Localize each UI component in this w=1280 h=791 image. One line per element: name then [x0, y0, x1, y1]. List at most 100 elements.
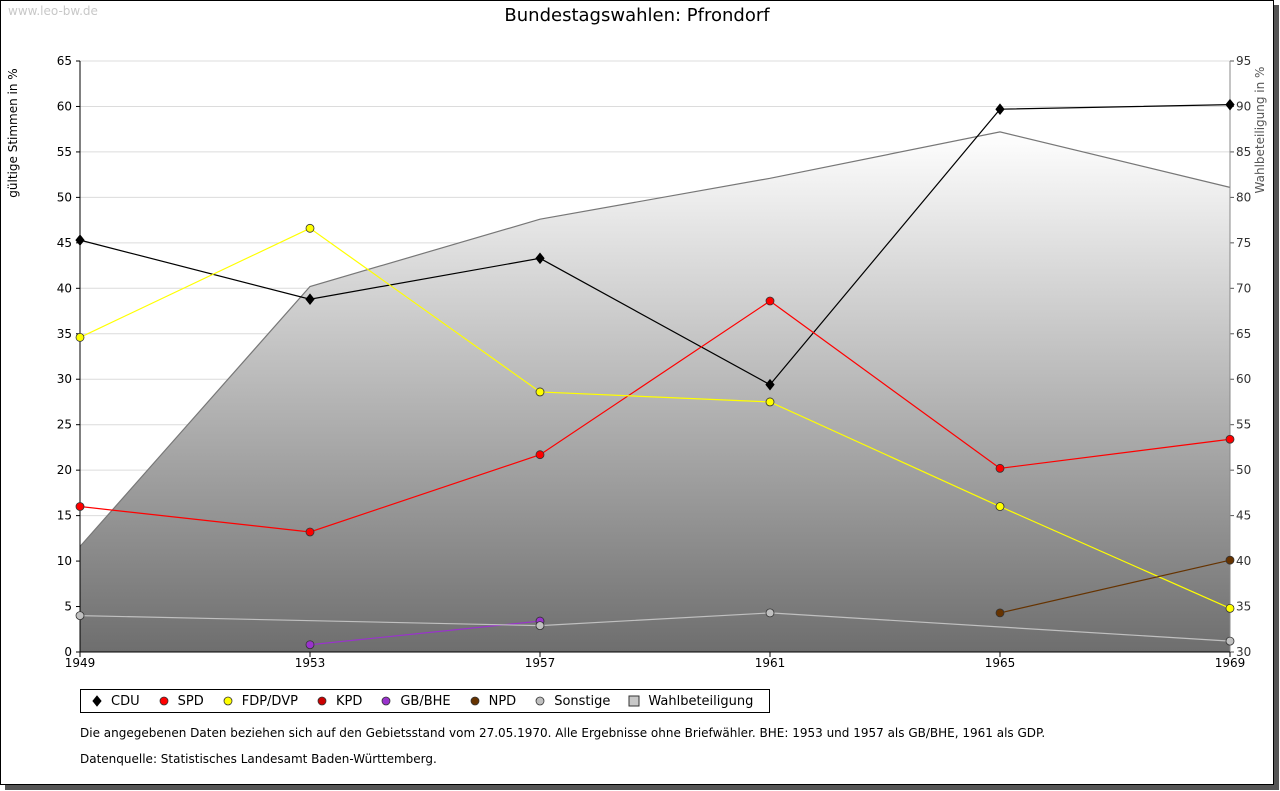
data-point: [535, 252, 545, 265]
legend: CDU SPD FDP/DVP KPD GB/BHE NPD Sonstige Wahlbet…: [80, 689, 771, 713]
x-tick-label: 1965: [985, 656, 1016, 670]
legend-label: NPD: [488, 693, 517, 709]
y-tick-label: 10: [57, 554, 72, 568]
y-tick-label: 55: [57, 145, 72, 159]
y-right-tick-label: 55: [1236, 418, 1251, 432]
footnote-note: Die angegebenen Daten beziehen sich auf …: [80, 726, 1046, 740]
legend-label: SPD: [177, 693, 204, 709]
y-right-tick-label: 75: [1236, 236, 1251, 250]
data-point: [1225, 603, 1235, 613]
x-tick-label: 1949: [65, 656, 96, 670]
data-point: [995, 608, 1005, 618]
series-line-cdu: [79, 104, 1231, 386]
y-tick-label: 50: [57, 190, 72, 204]
axes: 0 5 10 15 20 25 30 35 40 45 50 55 60 65 30 35 40 45 50 55 60…: [57, 54, 1252, 670]
series-line-sonstige: [79, 612, 1231, 642]
chart-title: Bundestagswahlen: Pfrondorf: [504, 5, 770, 26]
legend-item: Sonstige: [534, 694, 610, 709]
series-lines: [75, 98, 1235, 650]
legend-item: KPD: [316, 694, 362, 709]
data-point: [765, 608, 775, 618]
legend-marker-shape: [159, 696, 169, 706]
data-point: [1225, 555, 1235, 565]
y-right-tick-label: 90: [1236, 99, 1251, 113]
legend-item: NPD: [469, 693, 517, 709]
legend-marker: [470, 696, 480, 706]
legend-marker-shape: [92, 695, 102, 707]
watermark: www.leo-bw.de: [8, 4, 98, 18]
data-point: [305, 223, 315, 233]
series-line-npd: [999, 559, 1231, 614]
legend-marker: [535, 696, 545, 706]
y-tick-label: 45: [57, 236, 72, 250]
series-line-spd: [79, 300, 1231, 533]
series-line-fdpdvp: [79, 227, 1231, 609]
x-tick-label: 1957: [525, 656, 556, 670]
data-point: [535, 387, 545, 397]
y-tick-label: 5: [64, 600, 72, 614]
y-tick-label: 25: [57, 418, 72, 432]
legend-label: GB/BHE: [400, 693, 451, 709]
x-tick-label: 1961: [755, 656, 786, 670]
data-point: [535, 621, 545, 631]
data-point: [995, 463, 1005, 473]
data-point: [535, 450, 545, 460]
y-right-tick-label: 60: [1236, 372, 1251, 386]
data-point: [765, 378, 775, 391]
y-tick-label: 15: [57, 509, 72, 523]
legend-label: Sonstige: [554, 693, 611, 709]
data-point: [305, 527, 315, 537]
data-point: [305, 640, 315, 650]
data-point: [75, 611, 85, 621]
legend-marker-shape: [317, 696, 327, 706]
turnout-area-fill: [80, 131, 1230, 653]
turnout-area-line: [79, 131, 1231, 547]
y-tick-label: 0: [64, 645, 72, 659]
legend-marker: [223, 696, 233, 706]
legend-marker: [381, 696, 391, 706]
data-point: [995, 502, 1005, 511]
data-point: [1225, 636, 1235, 646]
y-tick-label: 20: [57, 463, 72, 477]
legend-marker: [159, 696, 169, 706]
legend-item: GB/BHE: [380, 693, 451, 709]
legend-item: FDP/DVP: [222, 694, 298, 709]
x-tick-label: 1953: [295, 656, 326, 670]
y-right-tick-label: 95: [1236, 54, 1251, 68]
legend-marker-shape: [223, 696, 233, 706]
data-point: [765, 296, 775, 306]
legend-label: Wahlbeteiligung: [648, 693, 754, 709]
legend-marker-shape: [628, 695, 640, 707]
y-axis-right-title: Wahlbeteiligung in %: [1253, 67, 1267, 194]
y-right-tick-label: 30: [1236, 645, 1251, 659]
data-point: [1225, 434, 1235, 444]
legend-marker: [317, 696, 327, 706]
legend-item: CDU: [91, 694, 140, 709]
x-tick-label: 1969: [1215, 656, 1246, 670]
y-right-tick-label: 70: [1236, 281, 1251, 295]
y-right-tick-label: 65: [1236, 327, 1251, 341]
data-point: [1225, 98, 1235, 111]
legend-label: FDP/DVP: [241, 693, 298, 709]
data-point: [765, 397, 775, 407]
y-tick-label: 30: [57, 372, 72, 386]
legend-marker: [92, 695, 102, 707]
chart-canvas: Bundestagswahlen: Pfrondorf gültige Stim…: [6, 5, 1267, 670]
legend-item: SPD: [158, 694, 204, 709]
y-right-tick-label: 45: [1236, 509, 1251, 523]
y-tick-label: 40: [57, 281, 72, 295]
y-right-tick-label: 80: [1236, 190, 1251, 204]
legend-marker-shape: [535, 696, 545, 706]
y-right-tick-label: 40: [1236, 554, 1251, 568]
y-axis-title: gültige Stimmen in %: [6, 68, 20, 197]
data-point: [75, 502, 85, 511]
y-tick-label: 65: [57, 54, 72, 68]
y-tick-label: 35: [57, 327, 72, 341]
y-right-tick-label: 50: [1236, 463, 1251, 477]
footnote-source: Datenquelle: Statistisches Landesamt Bad…: [80, 752, 437, 766]
data-point: [75, 333, 85, 342]
data-point: [75, 234, 85, 246]
legend-marker-shape: [381, 696, 391, 706]
y-right-tick-label: 35: [1236, 600, 1251, 614]
legend-marker-shape: [470, 696, 480, 706]
